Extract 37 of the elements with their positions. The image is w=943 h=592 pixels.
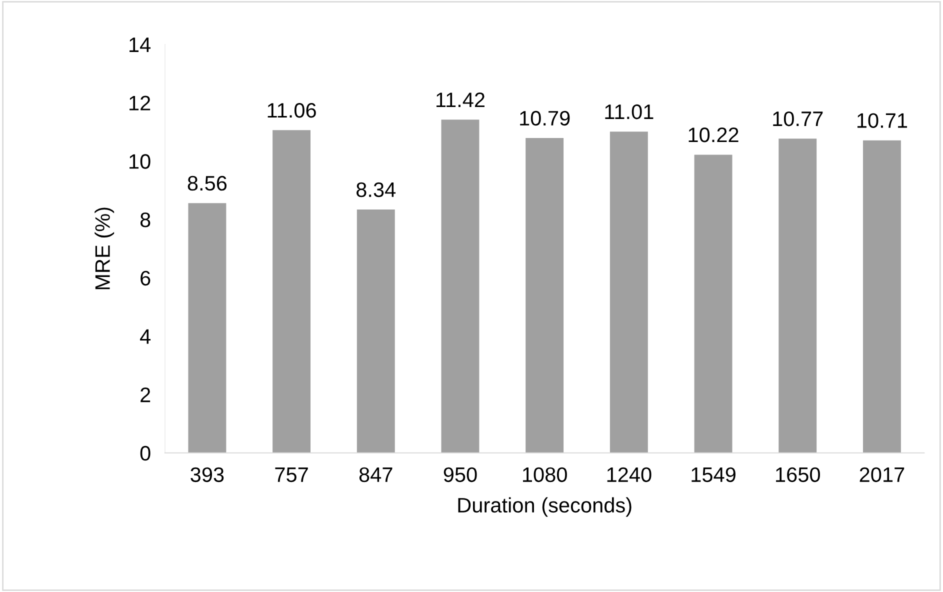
data-label: 10.79 bbox=[520, 110, 570, 126]
data-label: 11.42 bbox=[436, 92, 484, 108]
x-tick-label: 1549 bbox=[692, 467, 736, 482]
bar bbox=[272, 130, 311, 453]
x-tick-label: 1650 bbox=[776, 467, 820, 482]
y-tick-label: 0 bbox=[140, 446, 150, 461]
data-label: 8.34 bbox=[356, 182, 396, 198]
data-label: 10.77 bbox=[773, 111, 823, 126]
y-axis-title: MRE (%) bbox=[94, 208, 114, 290]
bar bbox=[526, 138, 564, 453]
y-tick-label: 2 bbox=[140, 388, 150, 402]
data-label: 8.56 bbox=[188, 176, 227, 191]
data-label: 10.22 bbox=[688, 127, 738, 142]
data-label: 10.71 bbox=[857, 113, 908, 128]
y-tick-label: 4 bbox=[140, 329, 151, 344]
x-axis-title: Duration (seconds) bbox=[458, 497, 632, 517]
x-tick-label: 1240 bbox=[607, 467, 652, 482]
data-label: 11.01 bbox=[605, 104, 654, 120]
bar bbox=[862, 140, 901, 453]
bar bbox=[356, 210, 395, 453]
x-tick-label: 950 bbox=[444, 467, 477, 482]
y-tick-label: 8 bbox=[140, 212, 150, 228]
y-tick-label: 10 bbox=[130, 154, 150, 169]
x-tick-label: 393 bbox=[190, 467, 224, 482]
y-tick-label: 12 bbox=[130, 96, 150, 110]
y-tick-label: 14 bbox=[130, 38, 151, 52]
bar bbox=[778, 138, 817, 453]
data-label: 11.06 bbox=[268, 102, 316, 118]
bar bbox=[188, 203, 226, 453]
x-tick-label: 1080 bbox=[523, 467, 567, 482]
x-tick-label: 757 bbox=[275, 468, 308, 482]
bar bbox=[694, 154, 732, 453]
bar bbox=[610, 132, 648, 453]
bar bbox=[441, 120, 480, 453]
x-tick-label: 2017 bbox=[860, 467, 904, 482]
x-tick-label: 847 bbox=[359, 467, 392, 482]
y-tick-label: 6 bbox=[140, 270, 150, 286]
